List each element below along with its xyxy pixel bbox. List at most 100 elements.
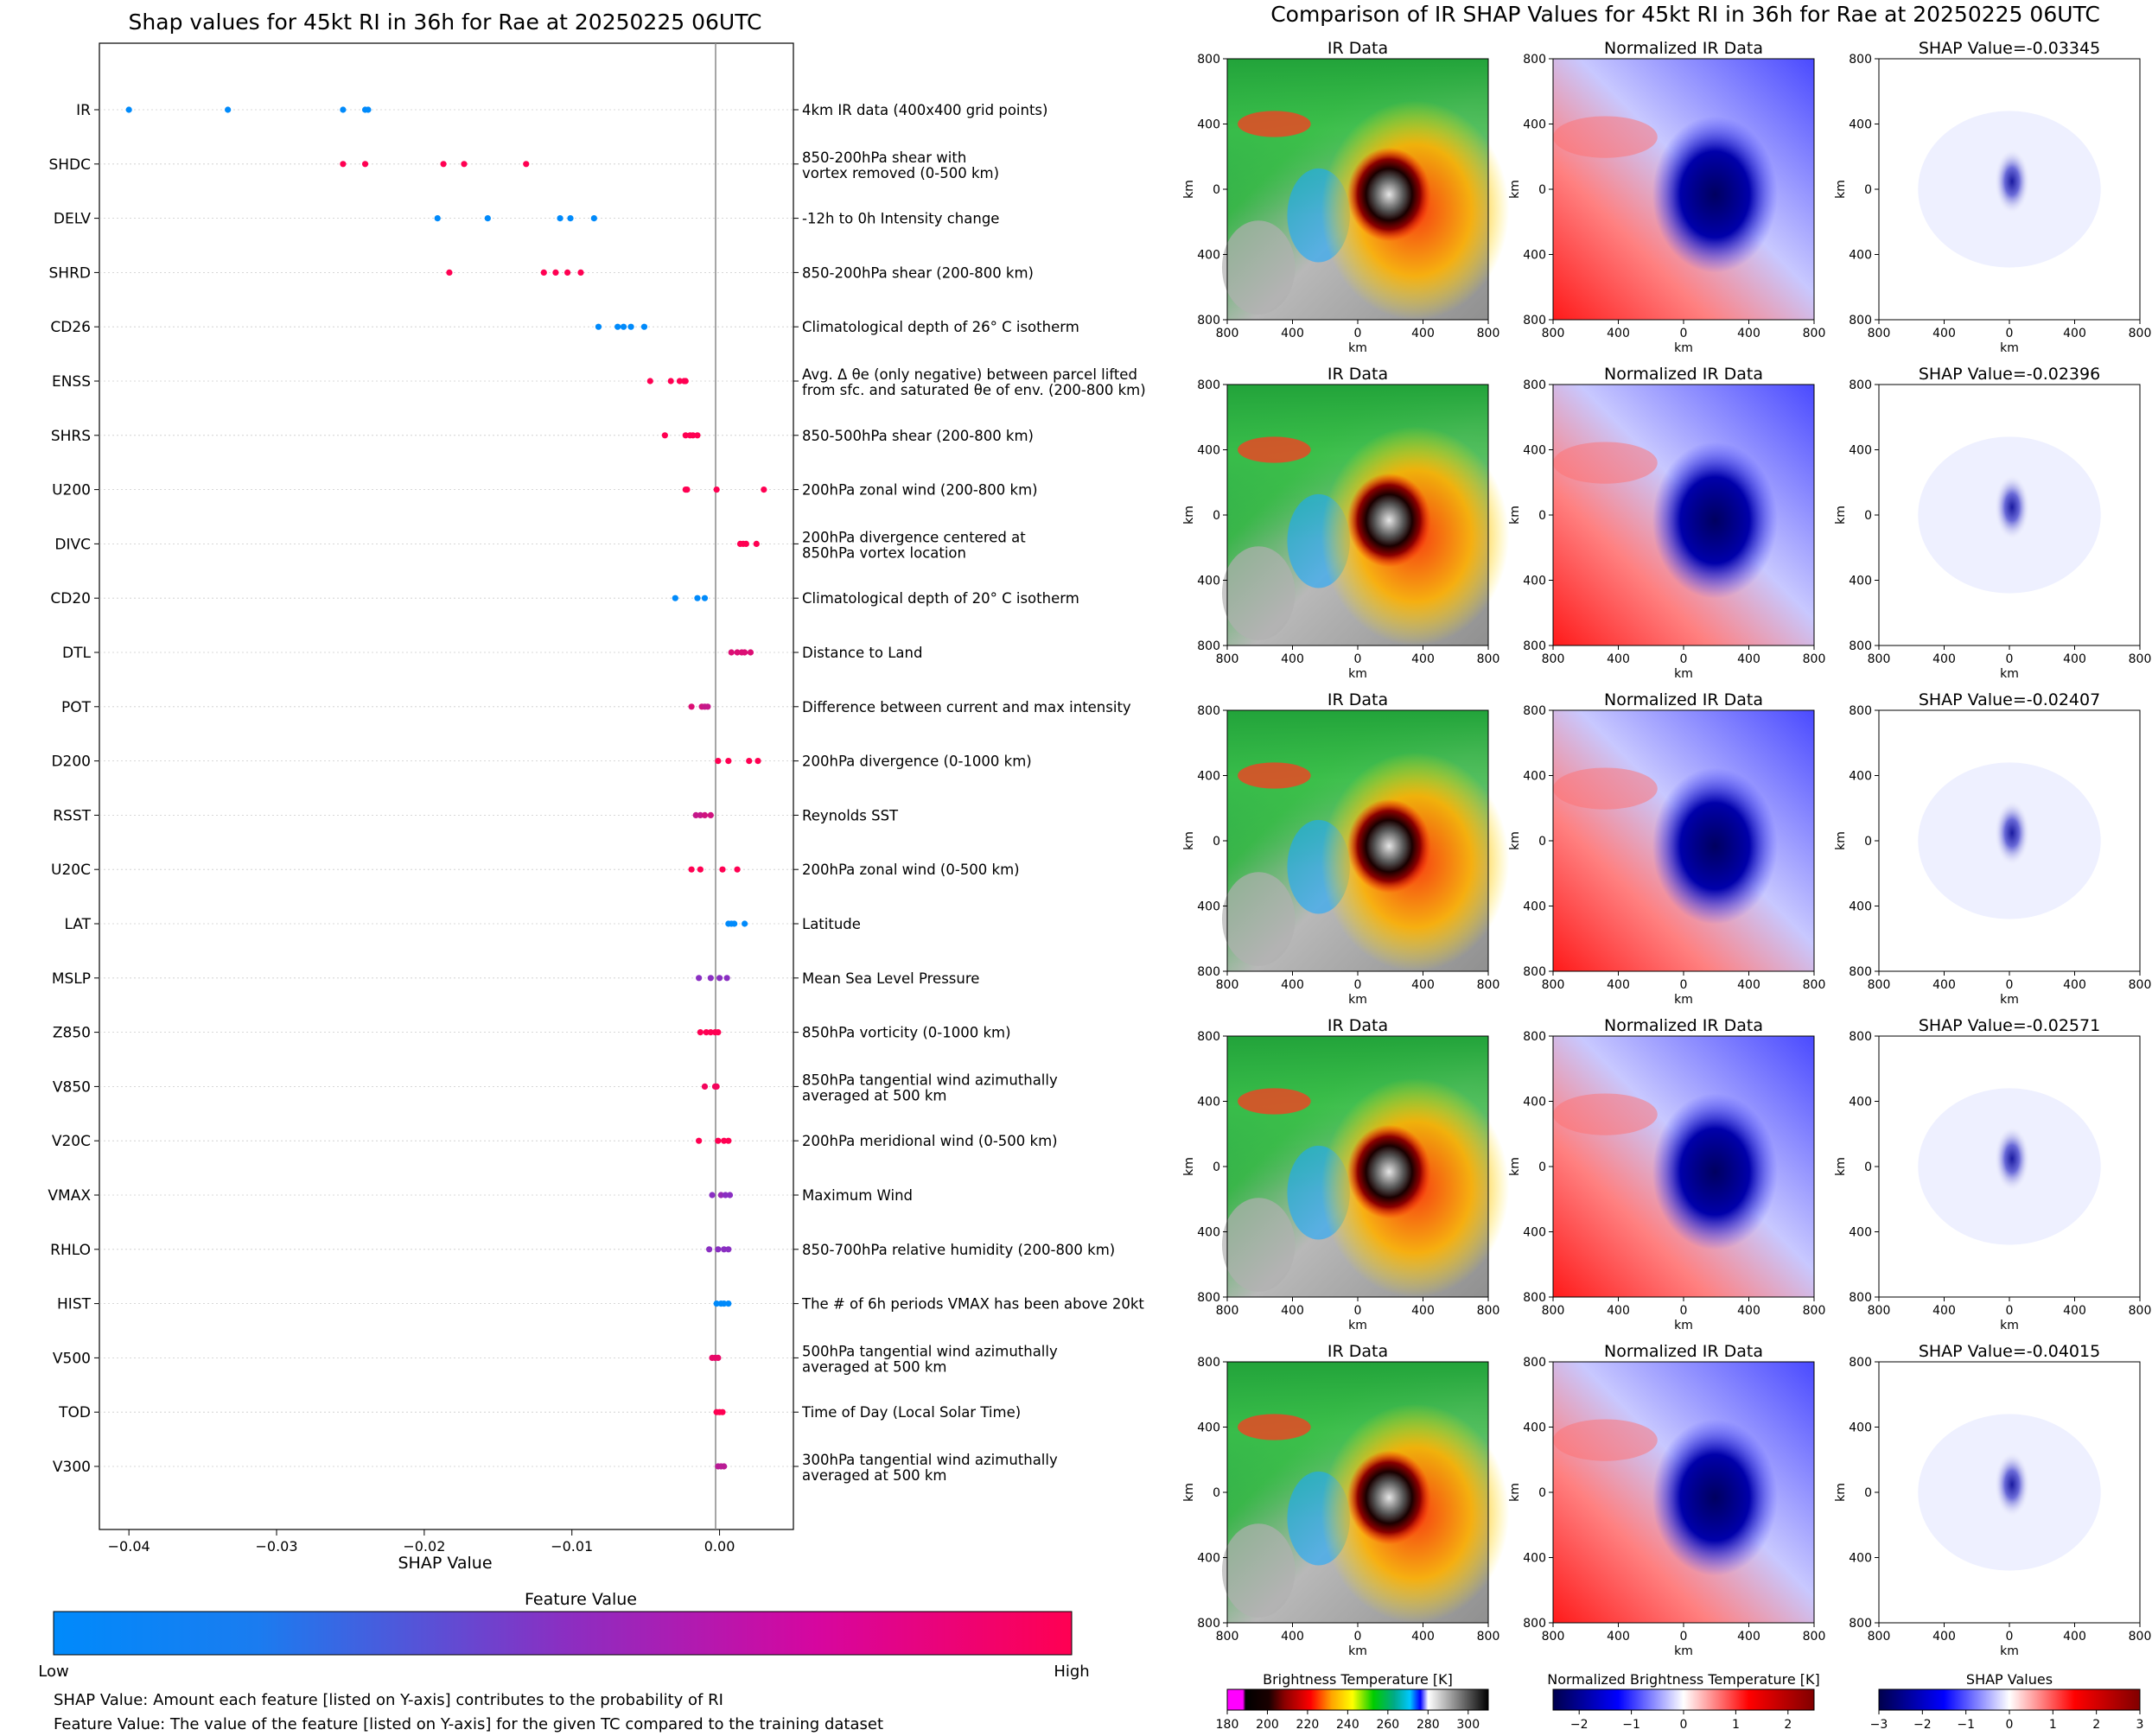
map-y-tick-label: 800 bbox=[1197, 53, 1220, 67]
feature-desc-ir: 4km IR data (400x400 grid points) bbox=[802, 102, 1047, 118]
map-y-tick-label: 400 bbox=[1523, 1226, 1546, 1240]
map-y-tick-label: 800 bbox=[1849, 965, 1872, 979]
shap-point bbox=[595, 323, 602, 330]
map-x-tick-label: 800 bbox=[1216, 1630, 1239, 1644]
map-x-tick-label: 0 bbox=[2006, 652, 2014, 666]
x-axis-label: SHAP Value bbox=[398, 1554, 492, 1573]
map-y-tick-label: 0 bbox=[1213, 1161, 1220, 1174]
map-colorbar-tick-label: 180 bbox=[1216, 1718, 1239, 1732]
shap-hotspot bbox=[1993, 147, 2031, 216]
feature-desc-shrs: 850-500hPa shear (200-800 km) bbox=[802, 428, 1034, 444]
shap-point bbox=[707, 975, 714, 982]
map-grid: IR Data80080040040000400400800800kmkmNor… bbox=[1182, 39, 2151, 1658]
map-y-tick-label: 400 bbox=[1197, 118, 1220, 132]
map-colorbar-tick-label: −2 bbox=[1913, 1718, 1932, 1732]
ir-storm-core bbox=[1347, 473, 1431, 568]
feature-desc-delv: -12h to 0h Intensity change bbox=[802, 211, 999, 227]
map-x-tick-label: 400 bbox=[1607, 1304, 1630, 1318]
shap-point bbox=[590, 215, 597, 222]
feature-desc-v300: averaged at 500 km bbox=[802, 1467, 946, 1484]
shap-point bbox=[365, 106, 372, 113]
feature-label-pot: POT bbox=[61, 699, 92, 716]
shap-point bbox=[721, 1137, 728, 1144]
map-colorbars: Brightness Temperature [K]180 200 220 240 26… bbox=[1216, 1671, 2144, 1732]
map-y-tick-label: 800 bbox=[1849, 1617, 1872, 1631]
feature-desc-u20c: 200hPa zonal wind (0-500 km) bbox=[802, 862, 1020, 878]
map-x-tick-label: 800 bbox=[1477, 978, 1500, 992]
map-x-tick-label: 0 bbox=[1354, 327, 1362, 340]
shap-point bbox=[715, 1354, 722, 1361]
shap-point bbox=[715, 1137, 722, 1144]
norm-warm-patch bbox=[1553, 116, 1658, 158]
map-y-axis-label: km bbox=[1508, 831, 1522, 850]
feature-label-v300: V300 bbox=[53, 1459, 91, 1476]
shap-point bbox=[461, 161, 468, 168]
map-y-axis-label: km bbox=[1834, 180, 1848, 199]
map-x-tick-label: 400 bbox=[1737, 978, 1760, 992]
map-y-tick-label: 800 bbox=[1197, 965, 1220, 979]
map-y-axis-label: km bbox=[1834, 506, 1848, 525]
ir-clear-area bbox=[1221, 1523, 1296, 1618]
shap-point bbox=[694, 432, 701, 439]
feature-label-shrs: SHRS bbox=[51, 428, 91, 445]
shap-point bbox=[701, 1083, 709, 1090]
shap-point bbox=[728, 649, 735, 656]
shap-point bbox=[667, 378, 674, 385]
map-y-tick-label: 0 bbox=[1213, 835, 1220, 849]
map-title-ir: IR Data bbox=[1327, 1016, 1388, 1035]
shap-point bbox=[734, 649, 741, 656]
norm-storm-core bbox=[1652, 1093, 1778, 1250]
shap-hotspot bbox=[1993, 798, 2031, 868]
x-tick-label: 0.00 bbox=[704, 1538, 735, 1555]
map-x-tick-label: 400 bbox=[1932, 1304, 1956, 1318]
shap-point bbox=[725, 758, 732, 765]
shap-point bbox=[753, 540, 760, 548]
map-y-tick-label: 800 bbox=[1197, 639, 1220, 653]
map-y-tick-label: 400 bbox=[1523, 1552, 1546, 1566]
map-x-axis-label: km bbox=[2000, 1644, 2019, 1658]
map-row: IR Data80080040040000400400800800kmkmNor… bbox=[1182, 1016, 2151, 1332]
map-y-tick-label: 800 bbox=[1523, 639, 1546, 653]
map-x-tick-label: 400 bbox=[1932, 327, 1956, 340]
shap-hotspot bbox=[1993, 473, 2031, 542]
feature-label-divc: DIVC bbox=[54, 536, 91, 553]
map-x-tick-label: 400 bbox=[1607, 1630, 1630, 1644]
feature-labels: IR SHDC DELV SHRD CD26 ENSS SHRS U200 DIVC CD20 DT… bbox=[48, 102, 91, 1476]
shap-point bbox=[725, 1137, 732, 1144]
map-y-tick-label: 400 bbox=[1849, 900, 1872, 914]
map-x-axis-label: km bbox=[2000, 993, 2019, 1007]
feature-desc-shdc: 850-200hPa shear with bbox=[802, 149, 966, 166]
feature-label-mslp: MSLP bbox=[52, 970, 91, 988]
map-x-tick-label: 800 bbox=[1803, 327, 1826, 340]
map-y-tick-label: 400 bbox=[1523, 444, 1546, 458]
map-x-tick-label: 800 bbox=[1868, 327, 1891, 340]
map-x-tick-label: 400 bbox=[1737, 1630, 1760, 1644]
feature-desc-d200: 200hPa divergence (0-1000 km) bbox=[802, 754, 1032, 770]
feature-label-shdc: SHDC bbox=[48, 156, 91, 174]
map-y-tick-label: 400 bbox=[1523, 770, 1546, 784]
norm-warm-patch bbox=[1553, 1419, 1658, 1461]
shap-hotspot bbox=[1993, 1450, 2031, 1519]
map-x-tick-label: 400 bbox=[2063, 1304, 2086, 1318]
map-colorbar-tick-label: 2 bbox=[2092, 1718, 2100, 1732]
ir-convective-cell bbox=[1238, 1414, 1311, 1440]
map-y-axis-label: km bbox=[1508, 1157, 1522, 1176]
map-title-normalized: Normalized IR Data bbox=[1604, 365, 1763, 384]
x-tick-label: −0.03 bbox=[256, 1538, 298, 1555]
feature-label-shrd: SHRD bbox=[49, 264, 91, 282]
map-x-tick-label: 800 bbox=[2129, 1630, 2152, 1644]
map-colorbar-tick-label: −2 bbox=[1570, 1718, 1589, 1732]
map-x-tick-label: 400 bbox=[1411, 652, 1435, 666]
map-x-tick-label: 0 bbox=[1680, 978, 1688, 992]
feature-desc-u200: 200hPa zonal wind (200-800 km) bbox=[802, 482, 1038, 499]
shap-point bbox=[726, 1192, 734, 1199]
shap-point bbox=[754, 758, 761, 765]
feature-label-v500: V500 bbox=[53, 1350, 91, 1367]
map-title-shap: SHAP Value=-0.02396 bbox=[1919, 365, 2100, 384]
map-x-tick-label: 800 bbox=[2129, 652, 2152, 666]
map-x-tick-label: 800 bbox=[1868, 1630, 1891, 1644]
map-y-tick-label: 0 bbox=[1864, 1161, 1872, 1174]
map-y-tick-label: 400 bbox=[1523, 1421, 1546, 1435]
map-y-axis-label: km bbox=[1182, 1483, 1196, 1502]
shap-point bbox=[646, 378, 653, 385]
